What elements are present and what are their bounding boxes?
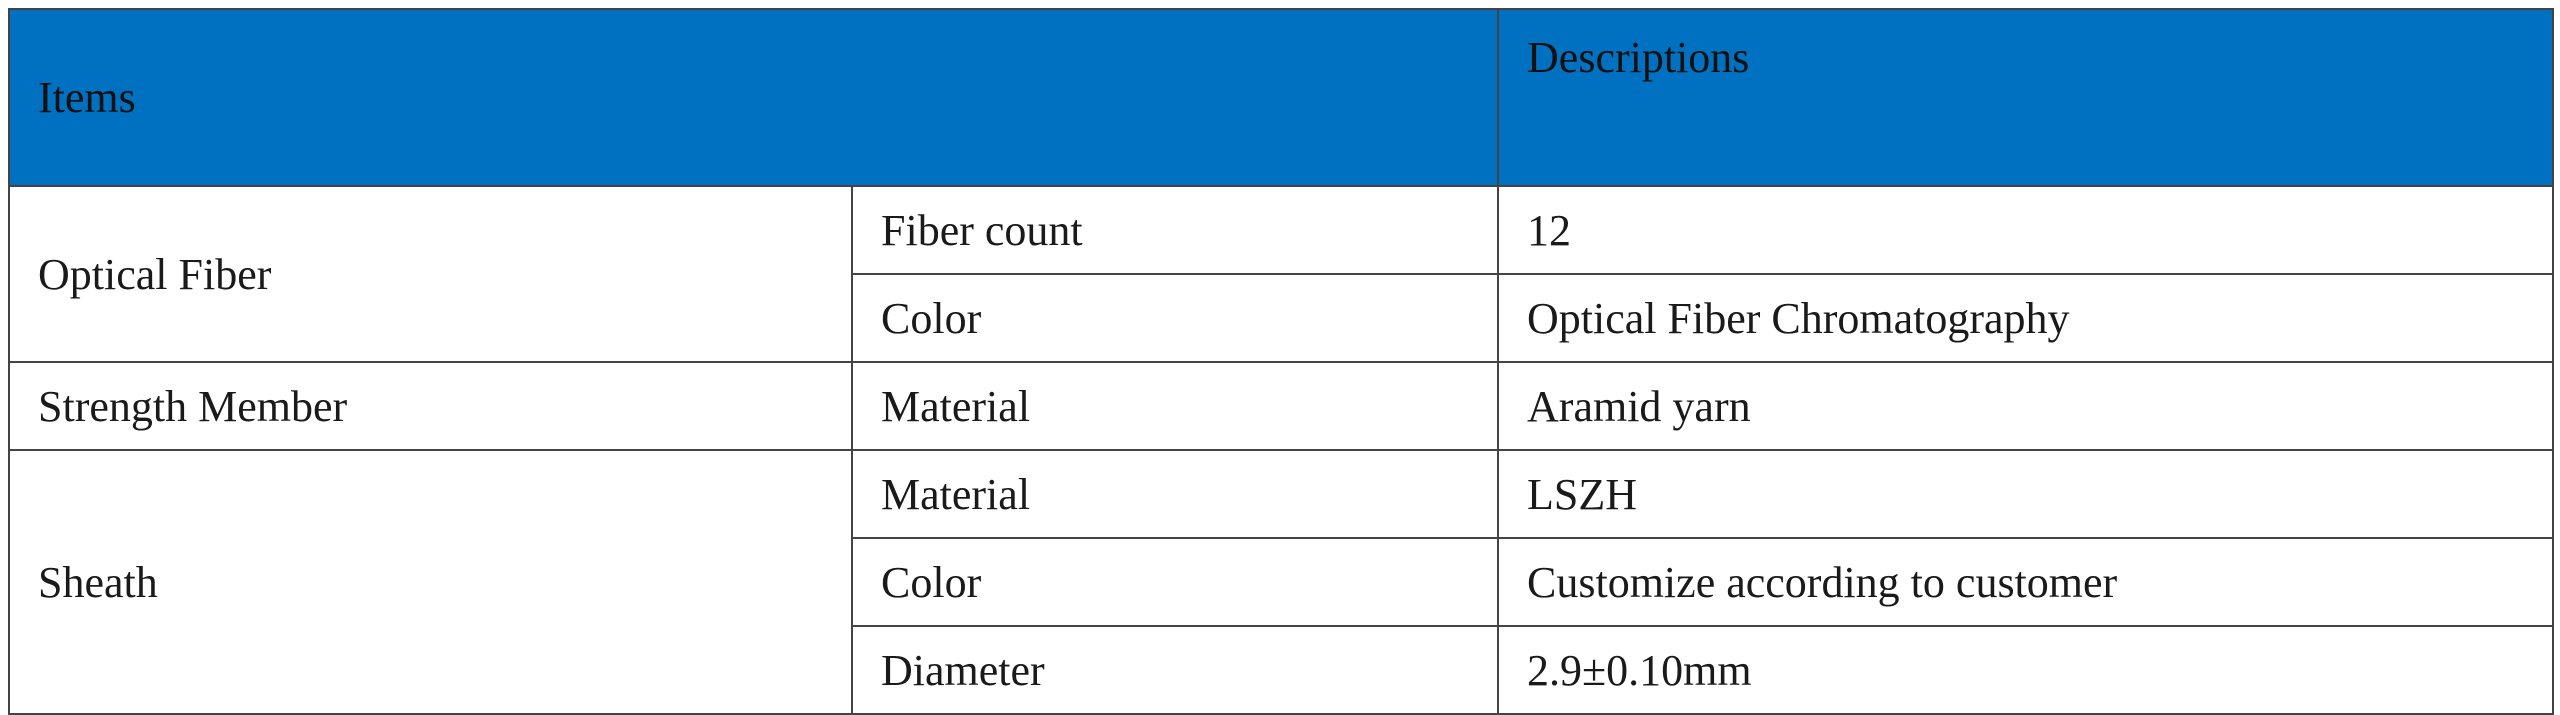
item: Color [850,537,1500,627]
item: Diameter [850,625,1500,715]
spec-table: Items Descriptions Optical Fiber Fiber co… [7,8,2555,715]
header-items: Items [7,8,1500,187]
item: Material [850,449,1500,539]
description: Optical Fiber Chromatography [1497,273,2555,363]
table-row: Sheath Material LSZH [8,449,2555,715]
table-body: Optical Fiber Fiber count 12 Color Optical F… [8,185,2555,715]
table-row: Optical Fiber Fiber count 12 [8,185,2555,363]
table-row: Strength Member Material Aramid yarn [8,361,2555,451]
item: Color [850,273,1500,363]
description: Customize according to customer [1497,537,2555,627]
description: 12 [1497,185,2555,275]
group-label: Sheath [8,449,853,715]
description: LSZH [1497,449,2555,539]
item: Fiber count [850,185,1500,275]
item: Material [850,361,1500,451]
header-row: Items Descriptions [7,8,2555,187]
group-label: Optical Fiber [8,185,853,363]
group-label: Strength Member [8,361,853,451]
page: {"header": {"items": "Items", "descripti… [7,8,2555,715]
description: 2.9±0.10mm [1497,625,2555,715]
header-descriptions: Descriptions [1497,8,2555,187]
description: Aramid yarn [1497,361,2555,451]
table-row: Color Optical Fiber Chromatography [9,273,2555,363]
table-row: Color Customize according to customer [9,537,2555,627]
